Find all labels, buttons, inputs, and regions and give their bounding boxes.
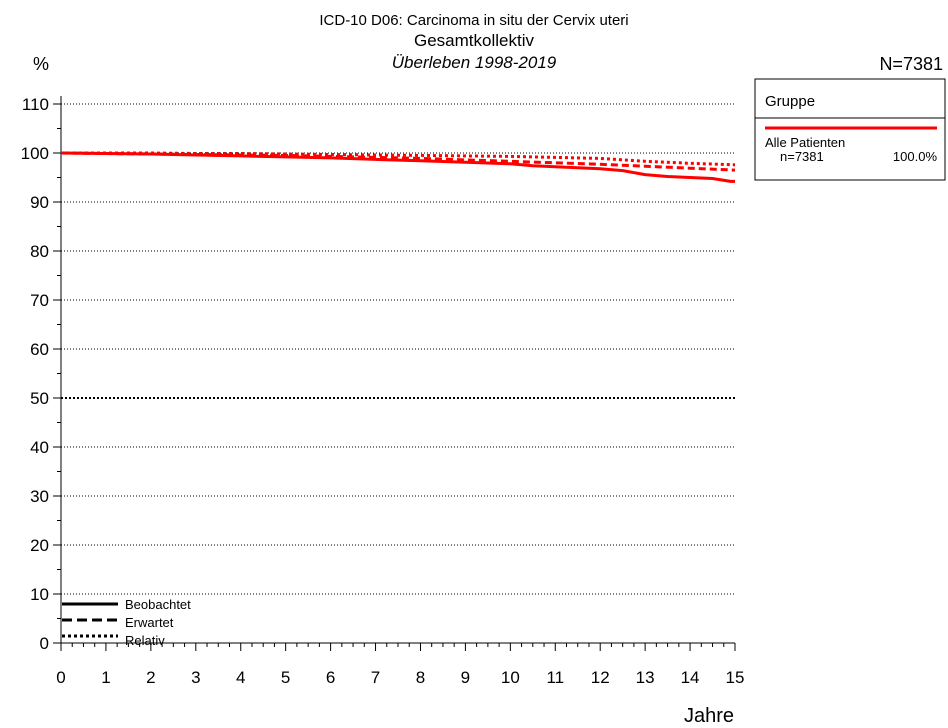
x-tick-label-7: 7 (371, 668, 380, 687)
chart-title-line2: Gesamtkollektiv (414, 31, 534, 50)
y-tick-label-60: 60 (30, 340, 49, 359)
y-tick-label-110: 110 (22, 95, 49, 114)
series-lines (60, 151, 736, 183)
x-tick-label-15: 15 (726, 668, 745, 687)
group-legend-name: Alle Patienten (765, 135, 845, 150)
legend-solid-label: Beobachtet (125, 597, 191, 612)
group-legend: Gruppe Alle Patienten n=7381 100.0% (754, 78, 946, 181)
legend-dashed-label: Erwartet (125, 615, 174, 630)
y-tick-label-10: 10 (30, 585, 49, 604)
group-legend-heading: Gruppe (765, 93, 815, 110)
y-tick-label-80: 80 (30, 242, 49, 261)
y-tick-label-70: 70 (30, 291, 49, 310)
group-legend-n: n=7381 (780, 149, 824, 164)
y-tick-label-0: 0 (40, 634, 49, 653)
line-style-legend: Beobachtet Erwartet Relativ (62, 597, 191, 648)
x-tick-label-6: 6 (326, 668, 335, 687)
x-tick-label-13: 13 (636, 668, 655, 687)
y-axis-unit: % (33, 54, 49, 74)
x-tick-label-14: 14 (681, 668, 700, 687)
x-tick-label-12: 12 (591, 668, 610, 687)
x-tick-label-11: 11 (546, 668, 564, 687)
legend-dotted-label: Relativ (125, 633, 165, 648)
n-total-label: N=7381 (879, 54, 943, 74)
series-line-erwartet (60, 151, 736, 172)
x-tick-label-5: 5 (281, 668, 290, 687)
x-tick-label-1: 1 (101, 668, 110, 687)
chart-title-line1: ICD-10 D06: Carcinoma in situ der Cervix… (319, 12, 628, 29)
y-tick-label-90: 90 (30, 193, 49, 212)
grid-lines (61, 103, 735, 595)
y-tick-label-20: 20 (30, 536, 49, 555)
group-legend-percent: 100.0% (893, 149, 938, 164)
y-tick-label-40: 40 (30, 438, 49, 457)
x-tick-label-8: 8 (416, 668, 425, 687)
y-tick-label-50: 50 (30, 389, 49, 408)
y-tick-label-100: 100 (21, 144, 49, 163)
series-line-relativ (61, 151, 736, 167)
x-tick-label-0: 0 (56, 668, 65, 687)
x-tick-label-4: 4 (236, 668, 245, 687)
x-tick-label-10: 10 (501, 668, 520, 687)
x-tick-label-9: 9 (461, 668, 470, 687)
chart-title-line3: Überleben 1998-2019 (392, 53, 557, 72)
x-tick-label-2: 2 (146, 668, 155, 687)
x-axis-label: Jahre (684, 705, 734, 727)
y-tick-label-30: 30 (30, 487, 49, 506)
x-tick-label-3: 3 (191, 668, 200, 687)
